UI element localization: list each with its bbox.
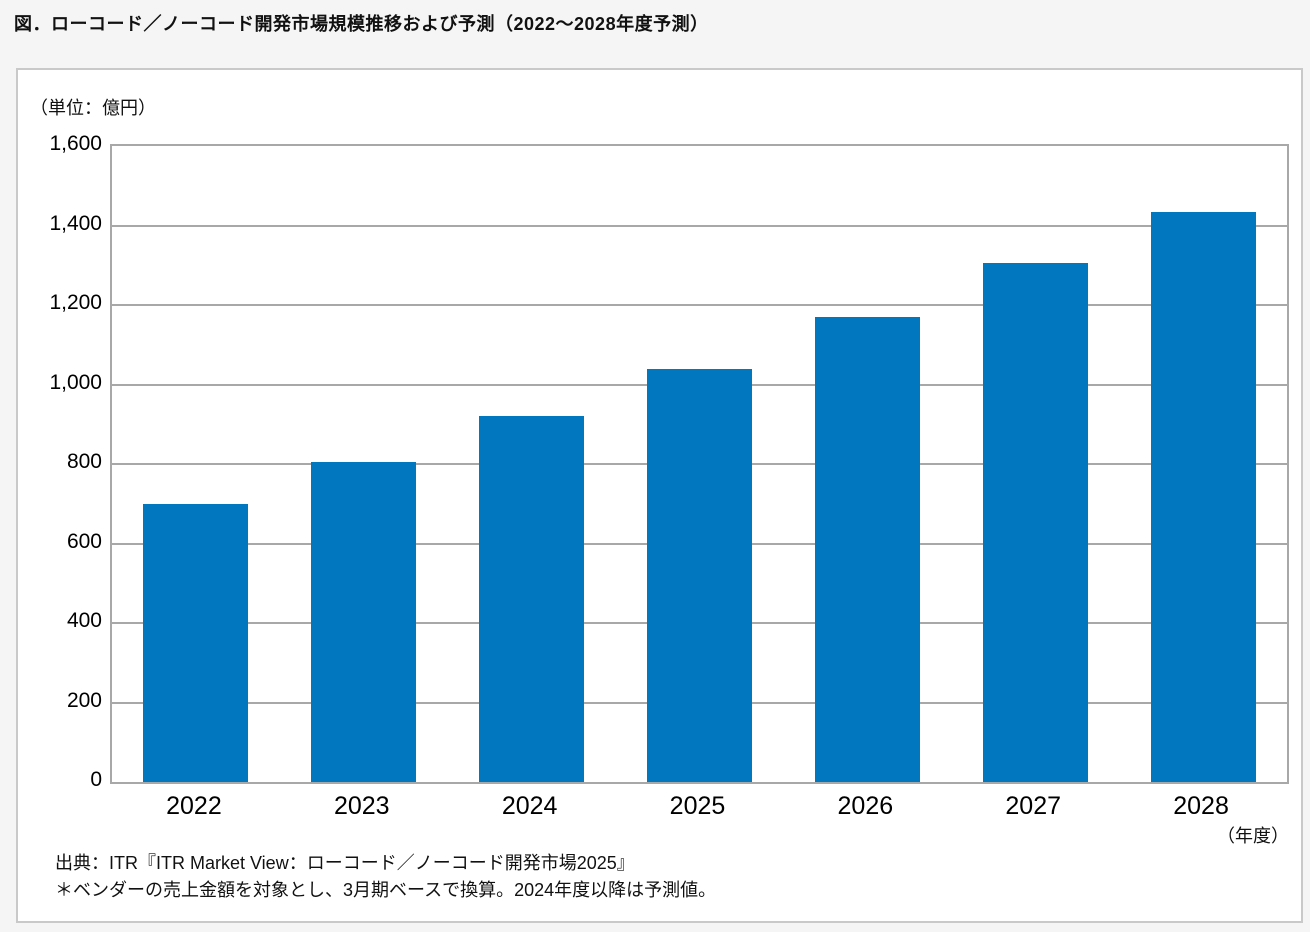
gridline [112, 304, 1287, 306]
footnote-line: ＊ベンダーの売上金額を対象とし、3月期ベースで換算。2024年度以降は予測値。 [55, 880, 717, 900]
x-axis: 2022 2023 2024 2025 2026 2027 2028 [110, 792, 1289, 826]
source-line: 出典：ITR『ITR Market View：ローコード／ノーコード開発市場20… [55, 853, 635, 873]
source-note: 出典：ITR『ITR Market View：ローコード／ノーコード開発市場20… [55, 850, 716, 904]
y-axis-tick-label: 200 [66, 688, 102, 712]
chart-panel: （単位：億円） 1,600 1,400 1,200 1,000 800 600 400 200… [16, 68, 1303, 923]
x-axis-tick-label: 2023 [333, 792, 390, 820]
y-axis-tick-label: 1,200 [49, 291, 102, 314]
bar-2025 [647, 368, 752, 782]
bar-2027 [982, 263, 1088, 782]
bar-2023 [311, 462, 417, 782]
y-axis-tick-label: 1,400 [49, 211, 102, 235]
bar-2026 [814, 316, 920, 782]
y-axis-unit-label: （単位：億円） [30, 98, 156, 118]
x-axis-tick-label: 2024 [501, 792, 558, 820]
y-axis-tick-label: 600 [66, 529, 102, 553]
y-axis-tick-label: 1,600 [49, 132, 102, 155]
plot-area [110, 144, 1289, 784]
x-axis-unit-label: （年度） [1217, 826, 1289, 846]
bar-2022 [143, 503, 249, 782]
x-axis-tick-label: 2022 [166, 792, 222, 820]
x-axis-tick-label: 2026 [837, 792, 894, 820]
x-axis-tick-label: 2028 [1173, 792, 1229, 820]
bar-2024 [479, 416, 585, 782]
y-axis-tick-label: 0 [90, 768, 102, 791]
y-axis-tick-label: 1,000 [49, 370, 102, 394]
bar-2028 [1150, 211, 1256, 782]
figure-title: 図．ローコード／ノーコード開発市場規模推移および予測（2022～2028年度予測… [14, 14, 709, 34]
y-axis-tick-label: 400 [66, 609, 102, 632]
y-axis: 1,600 1,400 1,200 1,000 800 600 400 200 0 [18, 132, 102, 791]
x-axis-tick-label: 2027 [1005, 792, 1062, 820]
x-axis-tick-label: 2025 [669, 792, 726, 820]
y-axis-tick-label: 800 [66, 450, 102, 473]
gridline [112, 224, 1287, 227]
